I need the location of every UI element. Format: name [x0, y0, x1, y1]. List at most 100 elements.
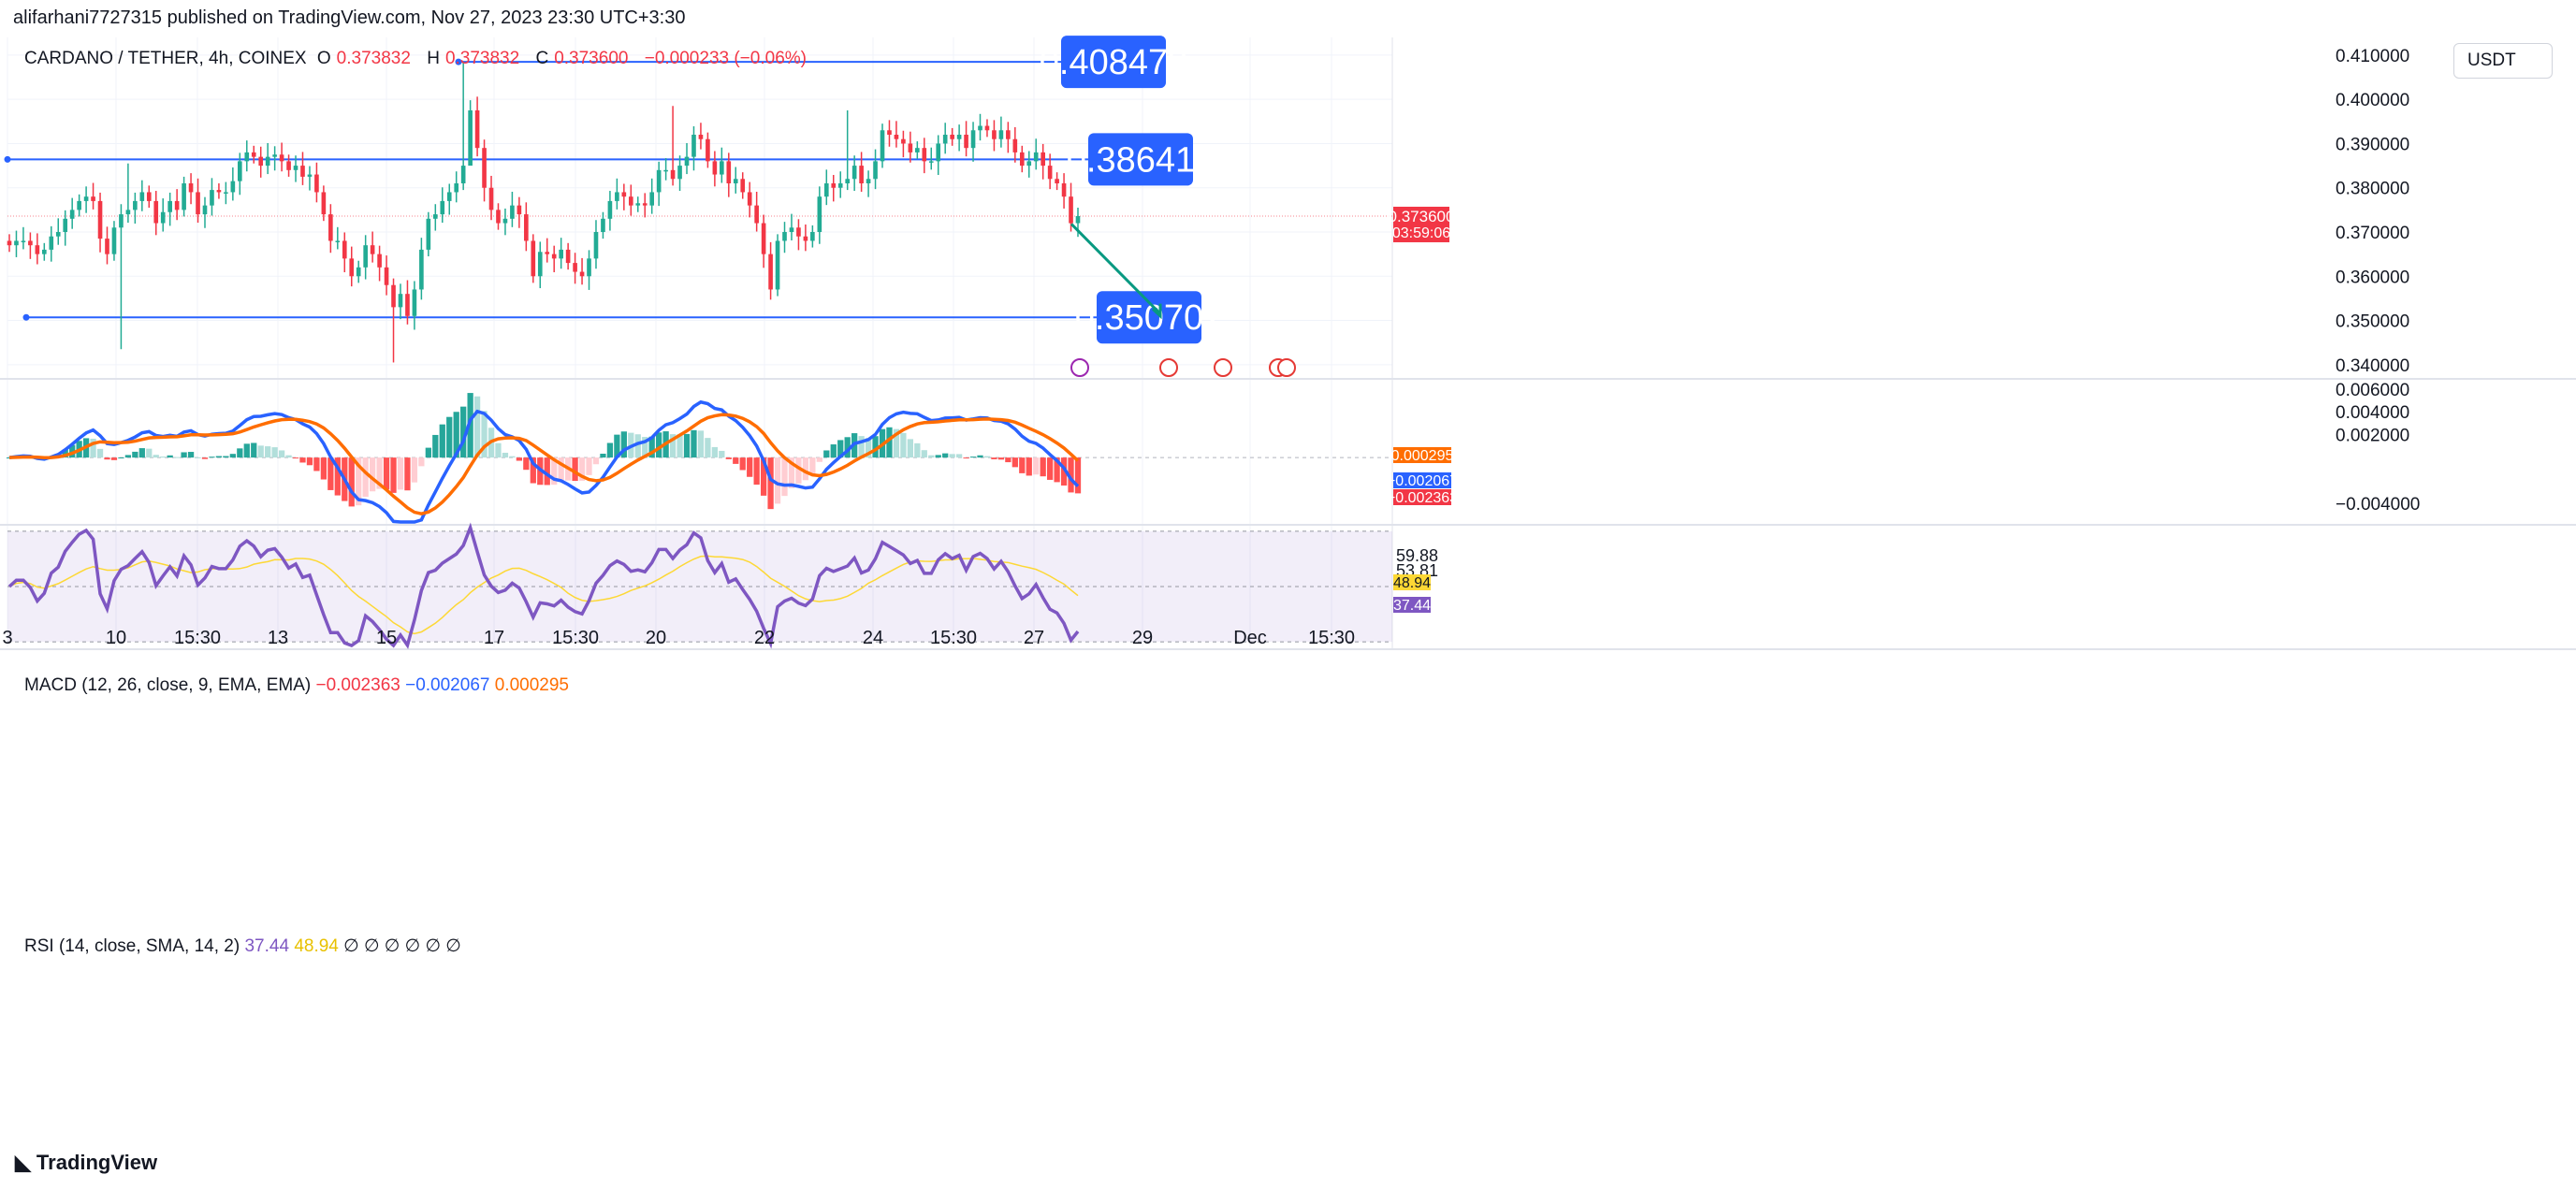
candle-body [908, 143, 913, 152]
macd-hist-bar [383, 457, 390, 490]
macd-hist-bar [516, 457, 523, 461]
time-tick-label: 15 [376, 628, 397, 648]
candle-body [363, 245, 368, 268]
macd-hist-bar [90, 438, 96, 458]
macd-hist-bar [928, 455, 935, 458]
candle-body [272, 154, 277, 157]
macd-hist-bar [558, 457, 564, 482]
candle-body [28, 240, 33, 246]
currency-button[interactable]: USDT [2453, 43, 2553, 79]
level-anchor [455, 58, 462, 65]
macd-hist-bar [453, 412, 459, 458]
candle-body [601, 218, 605, 232]
time-tick-label: 15:30 [174, 628, 221, 648]
macd-value-tag [1393, 472, 1451, 488]
candle-body [615, 192, 619, 201]
candle-body [936, 143, 941, 162]
candle-body [251, 152, 256, 157]
macd-hist-bar [921, 450, 927, 458]
candle-body [210, 190, 214, 206]
candle-body [1075, 215, 1081, 224]
rsi-value: 37.44 [244, 936, 290, 956]
candle-body [119, 214, 124, 228]
candle-body [440, 200, 445, 215]
macd-hist-bar [578, 457, 586, 481]
candle-body [153, 200, 159, 224]
rsi-legend[interactable]: RSI (14, close, SMA, 14, 2) 37.44 48.94 … [24, 935, 461, 957]
macd-hist-bar [620, 431, 627, 458]
rsi-ma-tag-text: 48.94 [1393, 575, 1431, 591]
candle-body [125, 210, 131, 215]
candle-body [237, 161, 242, 181]
candle-body [573, 263, 577, 272]
projection-arrow [1070, 223, 1162, 315]
tradingview-logo[interactable]: ◣ TradingView [15, 1151, 157, 1175]
candle-body [928, 161, 934, 163]
macd-hist-bar [963, 457, 969, 459]
macd-hist-bar [348, 457, 355, 507]
candle-body [845, 179, 851, 183]
macd-hist-bar [530, 457, 536, 484]
macd-hist-bar [711, 446, 719, 458]
candle-body [342, 240, 347, 259]
candle-body [810, 232, 815, 241]
macd-hist-bar [600, 453, 606, 458]
macd-hist-bar [271, 447, 278, 458]
candle-body [321, 192, 327, 215]
candle-body [691, 135, 696, 157]
price-tick-label: 0.400000 [2336, 91, 2409, 110]
macd-hist-bar [257, 445, 264, 458]
macd-hist-bar [606, 442, 614, 458]
candle-body [517, 205, 522, 215]
macd-hist-bar [306, 457, 313, 466]
candle-body [942, 135, 948, 144]
time-tick-label: 3 [2, 628, 12, 648]
candle-body [468, 110, 473, 167]
macd-hist-bar [313, 457, 320, 471]
candle-body [823, 183, 829, 197]
macd-hist-bar [760, 457, 767, 496]
candle-body [901, 138, 906, 144]
candle-body [1006, 130, 1011, 139]
macd-value-tag-text: −0.002363 [1387, 490, 1458, 506]
symbol-title[interactable]: CARDANO / TETHER, 4h, COINEX [24, 49, 307, 68]
macd-hist-bar [669, 434, 677, 458]
macd-hist-bar [320, 457, 327, 480]
candle-body [412, 289, 417, 316]
macd-legend[interactable]: MACD (12, 26, close, 9, EMA, EMA) −0.002… [24, 675, 569, 696]
candle-body [747, 192, 752, 206]
macd-hist-bar [914, 442, 921, 458]
macd-hist-bar [397, 457, 404, 490]
candle-body [768, 254, 773, 290]
candle-body [77, 200, 81, 210]
candle-body [1041, 152, 1045, 167]
macd-hist-bar [229, 454, 236, 458]
time-tick-label: 22 [754, 628, 775, 648]
macd-tick-label: 0.006000 [2336, 381, 2409, 400]
candle-body [579, 271, 585, 277]
candle-body [446, 192, 452, 201]
candle-body [167, 200, 172, 212]
signal-line [8, 413, 1080, 515]
candle-body [216, 190, 222, 193]
close-value: 0.373600 [554, 49, 629, 68]
macd-hist-bar [1040, 457, 1046, 477]
horizontal-levels: 0.408473 0.386415 0.350702 [4, 36, 1392, 344]
candle-body [55, 232, 61, 237]
candle-body [859, 166, 864, 183]
macd-tick-label: −0.004000 [2336, 495, 2420, 515]
candle-body [720, 161, 724, 175]
candle-body [817, 196, 822, 232]
macd-hist-bar [418, 457, 425, 467]
macd-hist-bar [174, 457, 181, 458]
macd-hist-bar [167, 455, 173, 458]
rsi-extra: ∅ ∅ ∅ ∅ ∅ ∅ [343, 936, 461, 956]
candle-body [335, 240, 341, 242]
macd-hist-bar [495, 442, 502, 458]
candle-body [63, 218, 68, 232]
candle-body [684, 156, 690, 167]
candle-body [706, 138, 710, 162]
candle-body [1061, 183, 1067, 197]
macd-hist-bar [460, 406, 467, 458]
